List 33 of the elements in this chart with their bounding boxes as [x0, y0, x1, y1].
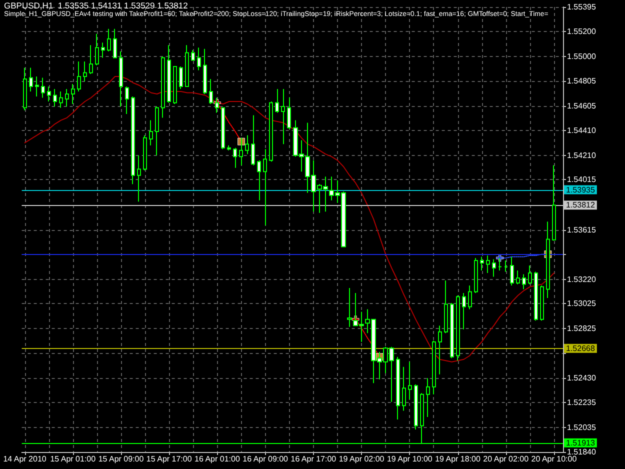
x-tick-label: 20 Apr 02:00: [483, 454, 530, 464]
y-tick-label: 1.55200: [567, 26, 596, 36]
y-tick-label: 1.52035: [567, 423, 596, 432]
x-tick-label: 15 Apr 01:00: [50, 454, 96, 464]
y-tick-label: 1.52825: [567, 324, 596, 334]
y-tick-label: 1.52235: [567, 398, 596, 408]
y-tick-label: 1.55395: [567, 2, 596, 12]
y-tick-label: 1.54410: [567, 126, 596, 135]
y-tick-label: 1.53615: [567, 225, 596, 234]
x-tick-label: 15 Apr 09:00: [98, 454, 144, 464]
x-tick-label: 16 Apr 09:00: [242, 454, 289, 464]
y-tick-label: 1.51840: [567, 448, 596, 456]
x-tick-label: 16 Apr 17:00: [290, 454, 337, 464]
x-tick-label: 19 Apr 18:00: [435, 454, 481, 464]
y-tick-label: 1.53220: [567, 274, 596, 284]
x-tick-label: 19 Apr 10:00: [386, 454, 433, 464]
y-tick-label: 1.54210: [567, 150, 596, 160]
y-tick-label: 1.54015: [567, 175, 596, 184]
y-tick-label: 1.55000: [567, 52, 596, 61]
y-tick-label: 1.53025: [567, 299, 596, 308]
ref-line-label: 1.51913: [566, 438, 596, 448]
x-tick-label: 19 Apr 02:00: [338, 454, 385, 464]
ref-line-label: 1.52668: [566, 344, 596, 353]
x-tick-label: 20 Apr 10:00: [531, 454, 578, 464]
ref-line-label: 1.53935: [566, 185, 596, 194]
x-tick-label: 16 Apr 01:00: [194, 454, 240, 464]
chart-title: GBPUSD,H1 1.53535 1.54131 1.53529 1.53812: [4, 0, 188, 10]
y-tick-label: 1.54605: [567, 101, 596, 110]
x-tick-label: 14 Apr 2010: [3, 454, 47, 464]
ref-line-label: 1.53812: [566, 200, 596, 210]
y-tick-label: 1.54805: [567, 76, 596, 86]
x-tick-label: 15 Apr 17:00: [146, 454, 192, 464]
y-tick-label: 1.52430: [567, 374, 596, 383]
